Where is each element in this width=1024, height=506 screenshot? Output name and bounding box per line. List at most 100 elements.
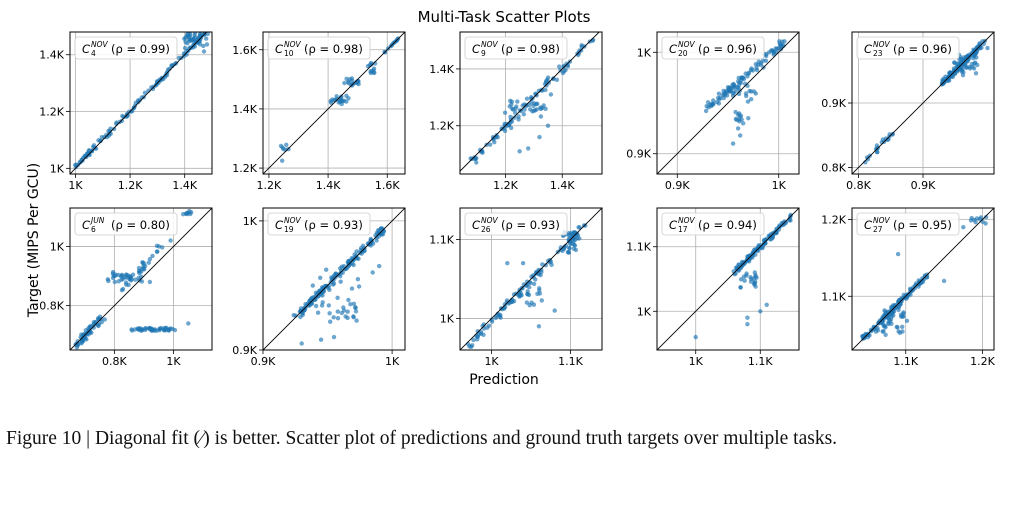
scatter-point — [507, 104, 512, 109]
x-tick-label: 1.2K — [493, 179, 518, 192]
scatter-point — [960, 66, 965, 71]
scatter-point — [738, 277, 744, 282]
scatter-point — [119, 288, 125, 293]
scatter-point — [758, 309, 763, 314]
scatter-point — [565, 63, 571, 69]
scatter-point — [137, 270, 142, 276]
scatter-point — [874, 146, 879, 151]
scatter-point — [469, 344, 474, 349]
scatter-point — [97, 314, 103, 319]
scatter-point — [204, 42, 210, 47]
scatter-point — [73, 162, 78, 168]
legend-subscript: 17 — [678, 225, 688, 234]
y-tick-label: 1K — [50, 162, 65, 175]
scatter-point — [875, 328, 881, 333]
scatter-point — [84, 337, 89, 342]
axes-frame — [459, 207, 603, 351]
legend-rho: (ρ = 0.98) — [304, 42, 363, 56]
diagonal-line — [657, 208, 799, 350]
scatter-point — [787, 216, 792, 222]
y-tick-label: 1.2K — [39, 106, 64, 119]
scatter-point — [328, 100, 334, 105]
scatter-point — [983, 215, 989, 220]
legend-box — [267, 36, 371, 60]
legend-superscript: NOV — [481, 216, 499, 225]
legend-rho: (ρ = 0.93) — [304, 218, 363, 232]
x-tick-label: 0.9K — [251, 355, 276, 368]
legend-rho: (ρ = 0.99) — [111, 42, 170, 56]
scatter-point — [348, 261, 353, 267]
axes-frame — [69, 207, 213, 351]
scatter-point — [298, 306, 304, 311]
scatter-point — [901, 314, 906, 319]
scatter-point — [186, 34, 191, 40]
scatter-point — [524, 279, 530, 284]
scatter-point — [735, 126, 741, 131]
scatter-point — [748, 275, 753, 280]
legend-superscript: NOV — [284, 40, 302, 49]
scatter-point — [551, 76, 556, 81]
scatter-point — [150, 327, 155, 333]
scatter-point — [339, 98, 345, 104]
scatter-point — [368, 236, 373, 242]
scatter-point — [354, 318, 359, 323]
x-axis-label: Prediction — [469, 372, 539, 388]
scatter-point — [102, 317, 108, 322]
scatter-point — [736, 75, 741, 81]
scatter-point — [524, 96, 530, 101]
axes-frame — [459, 31, 603, 175]
scatter-point — [346, 258, 351, 264]
scatter-point — [881, 324, 887, 329]
scatter-point — [548, 92, 554, 97]
scatter-point — [121, 114, 126, 120]
scatter-point — [306, 301, 311, 306]
scatter-point — [900, 324, 905, 329]
scatter-point — [126, 273, 131, 278]
scatter-point — [538, 114, 544, 119]
diagonal-line — [657, 32, 799, 174]
scatter-point — [324, 267, 329, 272]
scatter-point — [140, 327, 145, 332]
legend-box — [267, 212, 371, 236]
x-tick-label: 0.9K — [665, 179, 690, 192]
legend-box — [661, 36, 765, 60]
scatter-point — [335, 309, 340, 314]
scatter-point — [908, 287, 913, 293]
scatter-point — [489, 319, 495, 324]
scatter-point — [87, 329, 92, 334]
scatter-point — [739, 117, 744, 122]
scatter-point — [163, 326, 168, 332]
scatter-point — [168, 238, 173, 243]
scatter-point — [192, 32, 198, 36]
scatter-point — [896, 329, 901, 334]
scatter-point — [345, 309, 350, 314]
scatter-points — [73, 208, 194, 350]
legend-subscript: 4 — [91, 49, 96, 58]
legend-rho: (ρ = 0.96) — [893, 42, 952, 56]
scatter-point — [343, 314, 348, 319]
scatter-point — [751, 89, 757, 94]
scatter-point — [99, 319, 105, 325]
scatter-point — [130, 328, 135, 333]
scatter-point — [904, 318, 910, 323]
legend-superscript: JUN — [89, 216, 105, 225]
legend-box — [74, 212, 178, 236]
scatter-point — [539, 298, 544, 303]
scatter-point — [531, 103, 536, 109]
scatter-point — [770, 236, 775, 241]
scatter-point — [892, 304, 897, 309]
legend-subscript: 20 — [678, 49, 688, 58]
scatter-point — [114, 120, 119, 125]
scatter-point — [182, 45, 188, 51]
legend-rho: (ρ = 0.80) — [111, 218, 170, 232]
scatter-point — [531, 281, 537, 287]
y-tick-label: 0.9K — [821, 97, 846, 110]
y-tick-label: 1.4K — [429, 63, 454, 76]
scatter-point — [730, 141, 736, 146]
scatter-point — [724, 88, 729, 94]
scatter-point — [160, 245, 165, 250]
